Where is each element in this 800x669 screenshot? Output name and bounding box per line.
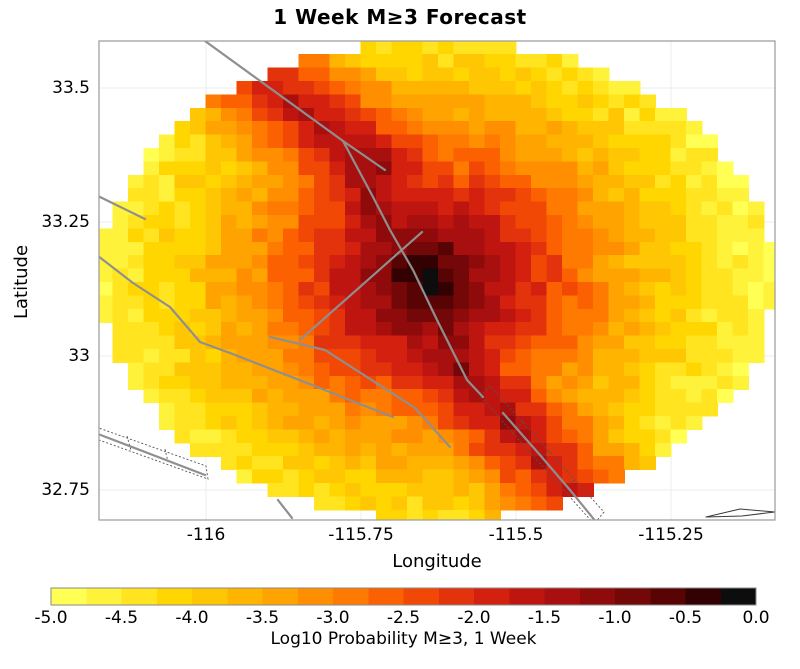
colorbar [50,587,757,606]
chart-title: 1 Week M≥3 Forecast [273,5,527,29]
colorbar-tick-label: -4.5 [104,608,139,628]
y-tick-label: 32.75 [41,480,90,500]
colorbar-tick-label: 0.0 [742,608,770,628]
colorbar-tick-label: -2.0 [457,608,491,628]
main-fault-lower [501,411,596,520]
y-tick-label: 33.25 [41,212,90,232]
southwest-fault-zone-box [99,427,209,480]
southwest-fault [99,433,207,477]
colorbar-label: Log10 Probability M≥3, 1 Week [270,629,537,649]
colorbar-tick-label: -1.0 [598,608,632,628]
x-tick-label: -115.5 [488,525,544,545]
colorbar-tick-label: -1.5 [527,608,562,628]
y-tick-label: 33.5 [52,78,90,98]
main-fault-spur [341,139,387,172]
x-tick-label: -115.25 [638,525,704,545]
cross-fault-ne [298,230,424,342]
y-axis-label: Latitude [11,244,32,320]
heatmap-cells [99,41,775,520]
colorbar-tick-label: -2.5 [386,608,421,628]
y-tick-label: 33 [68,346,90,366]
west-fault-short [99,195,147,221]
colorbar-tick-label: -0.5 [668,608,703,628]
colorbar-tick-label: -5.0 [34,608,68,628]
x-tick-label: -116 [186,525,226,545]
border-curve-b [705,511,775,518]
colorbar-tick-label: -3.0 [316,608,350,628]
west-fault-long [99,255,395,419]
border-curve-a [705,508,775,518]
fault-lines [99,41,775,520]
south-fault-short [276,498,294,520]
x-axis-label: Longitude [392,551,482,572]
colorbar-tick-label: -4.0 [175,608,209,628]
southeast-fault-zone-box [479,385,605,520]
plot-frame [98,40,776,521]
colorbar-tick-label: -3.5 [245,608,280,628]
x-tick-label: -115.75 [328,525,394,545]
cross-fault-sw [268,335,452,449]
